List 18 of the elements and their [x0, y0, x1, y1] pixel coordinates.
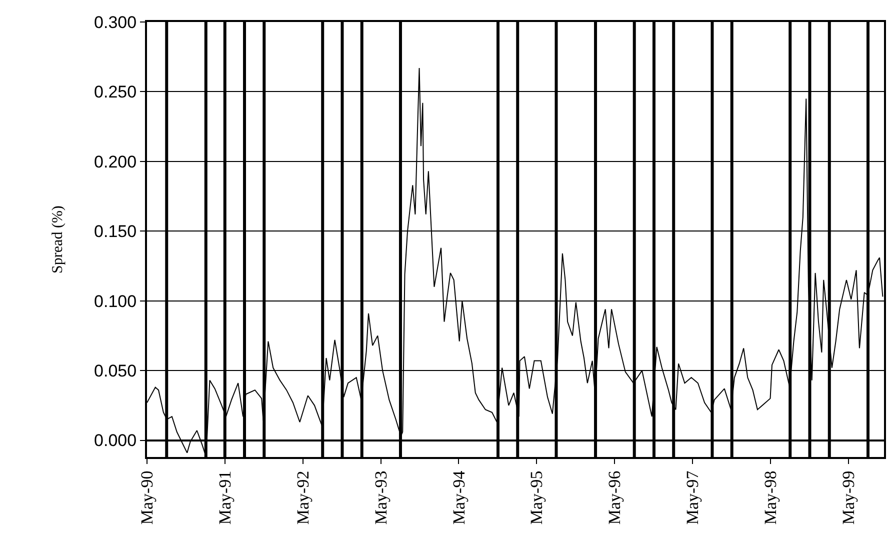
y-tick-label: 0.150 — [94, 222, 137, 242]
x-tick-label: May-99 — [838, 470, 858, 525]
x-tick-label: May-98 — [761, 470, 780, 525]
y-axis-title: Spread (%) — [50, 206, 66, 274]
y-tick-label: 0.100 — [94, 292, 137, 311]
x-tick-label: May-93 — [371, 470, 390, 525]
x-tick-label: May-97 — [683, 470, 702, 525]
x-tick-label: May-96 — [605, 470, 624, 525]
y-tick-label: 0.200 — [94, 152, 137, 172]
y-tick-label: 0.250 — [94, 82, 137, 102]
x-tick-label: May-94 — [449, 470, 468, 525]
y-tick-label: 0.300 — [94, 12, 137, 32]
x-tick-label: May-95 — [527, 470, 546, 525]
y-tick-label: 0.050 — [94, 362, 137, 381]
x-tick-label: May-91 — [215, 470, 234, 525]
x-tick-label: May-92 — [294, 470, 313, 525]
y-tick-label: 0.000 — [94, 431, 137, 450]
x-tick-label: May-90 — [138, 470, 157, 525]
